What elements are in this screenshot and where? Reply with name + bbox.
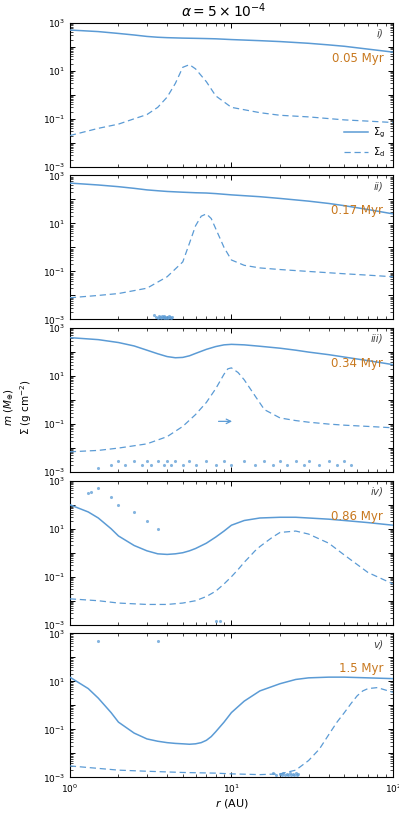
Point (95, 634, 101, 647)
Point (290, 768, 296, 781)
Point (269, 767, 276, 780)
Point (167, 458, 174, 471)
Point (156, 310, 163, 323)
Point (269, 458, 276, 471)
Point (154, 523, 161, 536)
Point (294, 768, 300, 781)
Point (277, 768, 283, 781)
Point (164, 454, 170, 467)
Point (144, 454, 150, 467)
Point (291, 768, 298, 781)
Text: v): v) (373, 639, 383, 649)
Point (186, 454, 193, 467)
Point (282, 768, 288, 781)
Text: 0.34 Myr: 0.34 Myr (332, 357, 383, 370)
Point (341, 454, 348, 467)
Point (334, 458, 340, 471)
Point (180, 458, 186, 471)
Point (213, 614, 219, 627)
Text: 0.86 Myr: 0.86 Myr (332, 510, 383, 523)
Point (221, 454, 227, 467)
Point (150, 309, 157, 322)
Point (300, 458, 307, 471)
Point (95, 462, 101, 475)
Point (292, 454, 299, 467)
Point (166, 309, 172, 322)
Point (131, 505, 137, 519)
Point (108, 458, 114, 471)
Point (295, 768, 302, 781)
Point (273, 768, 280, 781)
Point (160, 458, 167, 471)
Point (154, 311, 161, 324)
Point (192, 458, 199, 471)
Point (154, 634, 161, 647)
Legend: $\Sigma_\mathrm{g}$, $\Sigma_\mathrm{d}$: $\Sigma_\mathrm{g}$, $\Sigma_\mathrm{d}$ (341, 123, 388, 162)
Point (326, 454, 332, 467)
Point (139, 458, 145, 471)
Point (161, 309, 168, 322)
Point (131, 454, 137, 467)
Text: 1.5 Myr: 1.5 Myr (339, 662, 383, 675)
Text: $\alpha = 5 \times 10^{-4}$: $\alpha = 5 \times 10^{-4}$ (181, 2, 266, 20)
Point (95, 481, 101, 494)
Point (144, 515, 150, 528)
Text: iii): iii) (371, 334, 383, 344)
Point (280, 767, 286, 780)
Text: $m\ (M_{\oplus})$
$\Sigma\ (\mathrm{g\ cm^{-2}})$: $m\ (M_{\oplus})$ $\Sigma\ (\mathrm{g\ c… (2, 379, 34, 435)
Point (286, 767, 293, 780)
Point (203, 454, 209, 467)
Point (88, 485, 94, 498)
Point (115, 498, 122, 511)
Point (152, 310, 159, 323)
Point (162, 310, 168, 323)
Text: 0.17 Myr: 0.17 Myr (331, 204, 383, 217)
Point (165, 311, 171, 324)
Point (163, 311, 170, 324)
Point (166, 310, 173, 323)
Point (213, 458, 219, 471)
Point (167, 311, 174, 324)
Text: i): i) (376, 28, 383, 38)
Point (261, 454, 268, 467)
Point (285, 768, 292, 781)
Point (217, 615, 223, 628)
Point (252, 458, 258, 471)
Point (316, 458, 322, 471)
Point (348, 458, 354, 471)
Point (148, 458, 155, 471)
Point (156, 309, 162, 322)
Text: 0.05 Myr: 0.05 Myr (332, 51, 383, 64)
Point (288, 768, 294, 781)
Point (277, 454, 283, 467)
Point (85, 487, 91, 500)
Point (164, 310, 170, 323)
Point (158, 309, 165, 322)
Point (154, 454, 161, 467)
Point (284, 458, 290, 471)
Point (172, 454, 179, 467)
X-axis label: $r$ (AU): $r$ (AU) (215, 798, 248, 811)
Point (159, 310, 166, 323)
Point (279, 768, 285, 781)
Point (284, 768, 290, 781)
Point (122, 458, 128, 471)
Point (158, 311, 164, 324)
Point (115, 454, 122, 467)
Point (169, 310, 176, 323)
Text: ii): ii) (373, 182, 383, 191)
Text: iv): iv) (370, 487, 383, 497)
Point (228, 458, 235, 471)
Point (108, 491, 114, 504)
Point (241, 454, 247, 467)
Point (305, 454, 312, 467)
Point (160, 311, 167, 324)
Point (292, 767, 299, 780)
